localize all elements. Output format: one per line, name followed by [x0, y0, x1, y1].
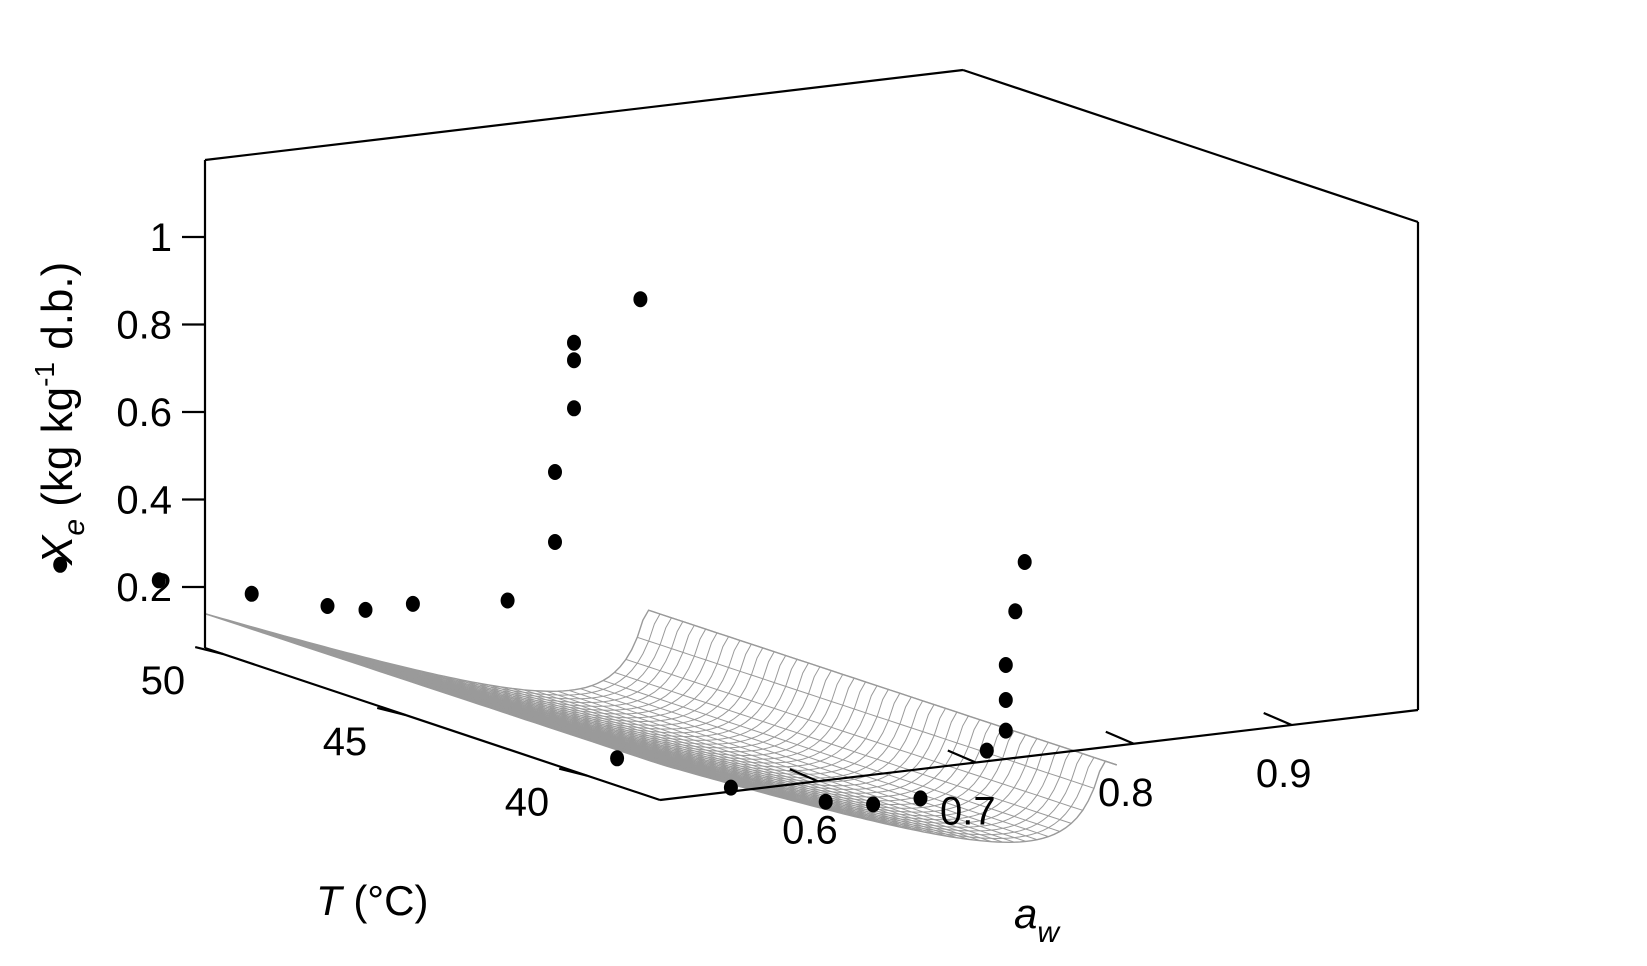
surface-mesh-line — [638, 752, 1095, 836]
surface-mesh-line — [410, 677, 866, 760]
data-point — [320, 598, 335, 614]
right-top-edge — [962, 68, 1419, 224]
data-point — [358, 601, 373, 618]
x-tick-mark — [789, 768, 819, 783]
surface-mesh-line — [558, 726, 1015, 809]
surface-mesh-line — [478, 700, 935, 783]
y-tick-label: 40 — [505, 781, 550, 825]
z-axis-label: Xe (kg kg-1 d.b.) — [29, 262, 91, 566]
y-tick-mark — [194, 646, 224, 656]
data-point — [610, 750, 625, 767]
surface-mesh-line — [398, 673, 855, 757]
z-tick-label: 0.6 — [116, 391, 172, 435]
z-tick-label: 0.8 — [116, 304, 172, 348]
x-tick-label: 0.9 — [1256, 752, 1312, 796]
x-tick-mark — [947, 749, 977, 764]
data-point — [567, 334, 581, 351]
surface-mesh-line — [227, 617, 683, 700]
data-point — [1017, 554, 1032, 570]
surface-mesh-line — [627, 749, 1083, 832]
surface-mesh-line — [261, 628, 718, 711]
data-point — [633, 291, 648, 308]
z-tick-label: 1 — [150, 216, 172, 260]
surface-mesh-line — [421, 681, 878, 764]
x-tick-label: 0.7 — [940, 790, 996, 834]
surface-mesh-line — [330, 651, 786, 734]
surface-mesh-line — [273, 632, 729, 715]
surface-mesh-line — [444, 688, 900, 772]
surface-mesh-line — [204, 609, 661, 693]
data-point — [866, 796, 881, 813]
data-point — [548, 534, 562, 550]
data-point — [1008, 603, 1023, 620]
x-axis-label: aw — [1014, 890, 1061, 949]
z-tick-label: 0.4 — [116, 479, 172, 523]
data-point — [998, 722, 1013, 739]
surface-mesh-line — [524, 715, 980, 798]
z-tick-label: 0.2 — [116, 566, 172, 610]
x-tick-label: 0.8 — [1098, 771, 1154, 815]
data-point — [567, 352, 581, 369]
surface-mesh-line — [341, 654, 798, 738]
data-point — [913, 790, 928, 807]
data-point — [151, 572, 166, 589]
x-tick-mark — [1105, 730, 1135, 745]
data-point — [998, 657, 1013, 673]
surface-mesh-line — [615, 745, 1072, 828]
data-points — [53, 291, 1032, 813]
data-point — [818, 793, 833, 810]
surface-mesh-line — [456, 692, 912, 775]
data-point — [53, 556, 68, 573]
data-point — [244, 585, 259, 602]
surface-mesh-line — [467, 696, 923, 779]
data-point — [998, 692, 1013, 708]
y-tick-mark — [376, 706, 406, 716]
back-top-edge — [204, 68, 964, 162]
data-point — [567, 400, 581, 417]
axis-ticks: 0.2 0.4 0.6 0.8 1 40 45 50 0.6 0.7 0.8 0.9 — [116, 216, 1311, 852]
surface-mesh-line — [376, 666, 832, 749]
surface-mesh — [204, 609, 1118, 844]
surface-mesh-line — [364, 662, 821, 745]
surface-mesh-line — [284, 635, 741, 719]
surface-mesh-line — [319, 647, 775, 730]
surface-mesh-line — [490, 703, 946, 787]
surface-mesh-line — [353, 658, 809, 741]
data-point — [979, 742, 994, 759]
x-tick-label: 0.6 — [782, 808, 838, 852]
surface-mesh-line — [250, 624, 706, 707]
x-tick-mark — [1263, 711, 1293, 727]
data-point — [723, 779, 738, 796]
surface-mesh-line — [239, 620, 695, 704]
surface-mesh-line — [387, 669, 843, 753]
surface-mesh-line — [296, 639, 752, 723]
surface-mesh-line — [501, 707, 958, 790]
surface-mesh-line — [513, 711, 969, 794]
surface-mesh-line — [570, 730, 1026, 813]
y-axis-label: T (°C) — [316, 877, 428, 924]
surface-mesh-line — [433, 685, 889, 768]
surface-mesh-line — [604, 741, 1060, 824]
surface-mesh-line — [307, 643, 763, 726]
surface-mesh-line — [581, 734, 1037, 817]
data-point — [405, 595, 420, 612]
y-tick-label: 50 — [141, 659, 186, 703]
data-point — [500, 592, 515, 609]
y-tick-mark — [558, 767, 588, 777]
axes-box — [203, 68, 1420, 802]
y-tick-label: 45 — [323, 720, 368, 764]
data-point — [548, 464, 562, 480]
